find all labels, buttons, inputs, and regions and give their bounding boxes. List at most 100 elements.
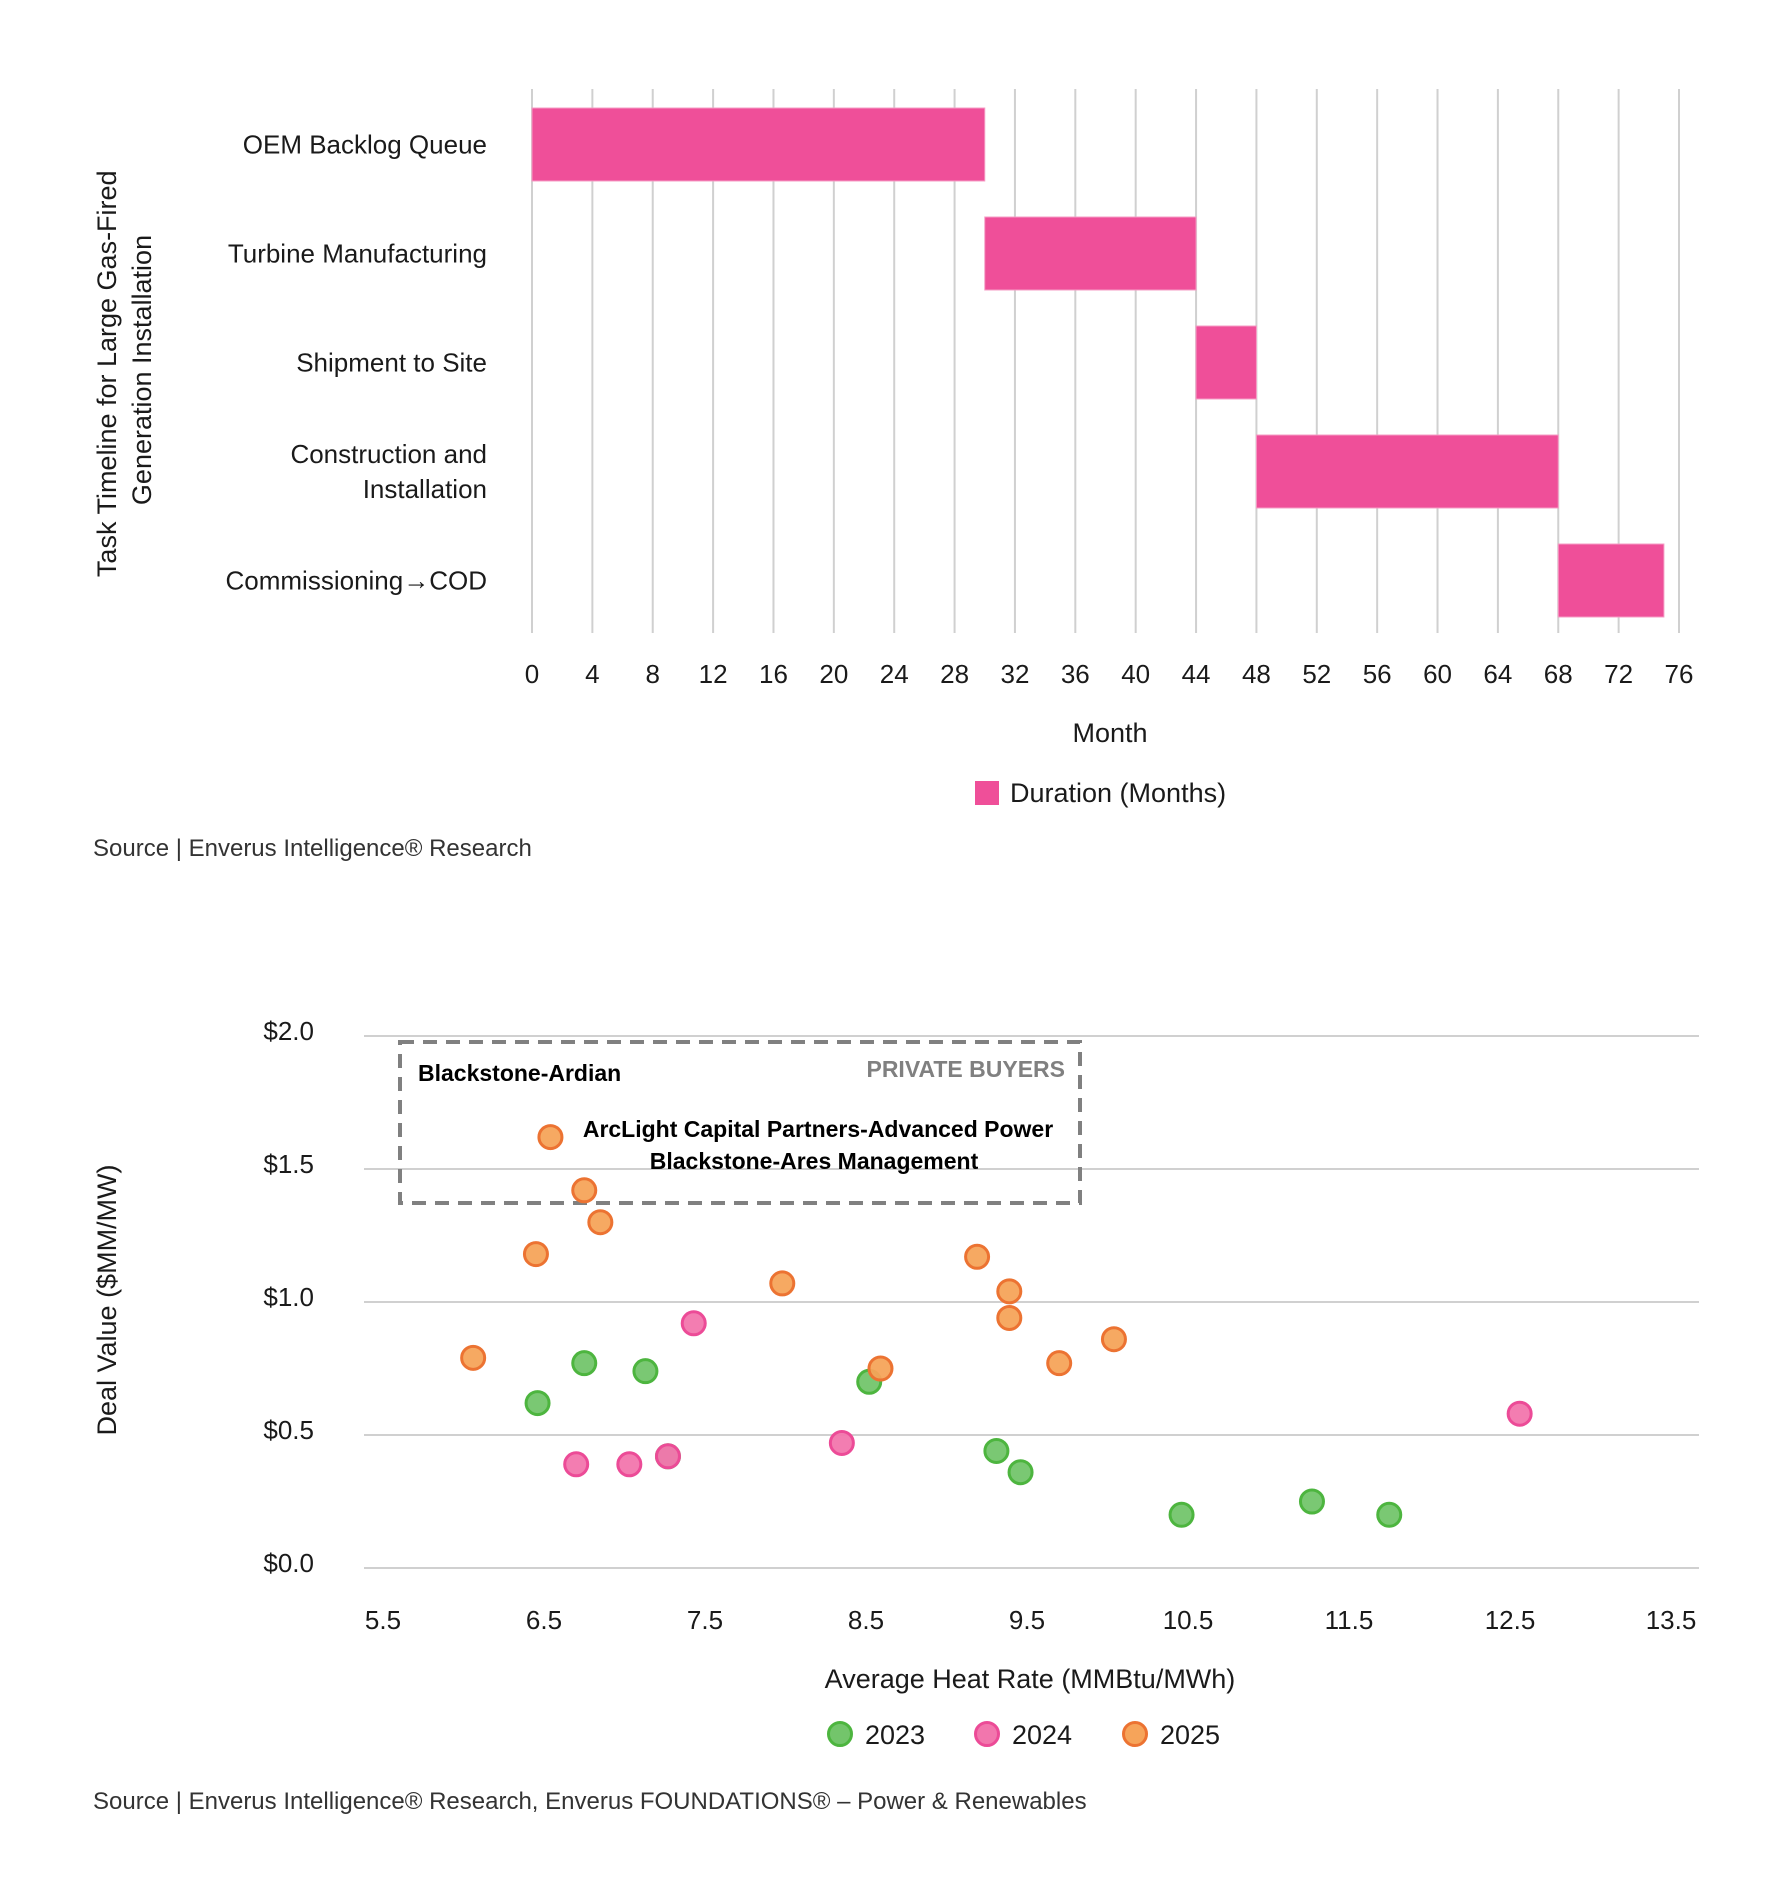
gantt-x-tick-label: 4 xyxy=(585,659,599,689)
gantt-x-tick-label: 60 xyxy=(1423,659,1452,689)
gantt-category-label-line: OEM Backlog Queue xyxy=(243,130,487,160)
gantt-y-axis-title-line-1: Task Timeline for Large Gas-Fired xyxy=(92,170,122,577)
scatter-y-tick-labels: $0.0 $0.5 $1.0 $1.5 $2.0 xyxy=(263,1016,314,1578)
scatter-legend: 2023 2024 2025 xyxy=(827,1720,1220,1750)
gantt-x-axis-title: Month xyxy=(1072,718,1147,748)
gantt-bar xyxy=(531,107,986,182)
legend-label-2024: 2024 xyxy=(1012,1720,1072,1750)
annotation-deal-blackstone-ares: Blackstone-Ares Management xyxy=(650,1148,979,1174)
scatter-y-tick-label: $1.0 xyxy=(263,1282,314,1312)
scatter-point-2023 xyxy=(983,1437,1010,1464)
gantt-category-label-line: Turbine Manufacturing xyxy=(228,239,487,269)
scatter-point-2023 xyxy=(571,1350,598,1377)
gantt-source-note: Source | Enverus Intelligence® Research xyxy=(93,835,532,862)
scatter-point-2023 xyxy=(524,1390,551,1417)
scatter-x-tick-label: 12.5 xyxy=(1485,1605,1536,1635)
scatter-y-tick-label: $0.0 xyxy=(263,1548,314,1578)
gantt-bar xyxy=(984,216,1197,291)
gantt-y-axis-title-line-2: Generation Installation xyxy=(127,235,157,505)
gantt-category-label-line: Construction and xyxy=(290,439,487,469)
legend-marker-2025 xyxy=(1122,1721,1148,1747)
gantt-x-tick-label: 56 xyxy=(1363,659,1392,689)
scatter-point-2025 xyxy=(1046,1350,1073,1377)
gantt-legend-label: Duration (Months) xyxy=(1010,778,1226,808)
scatter-x-tick-label: 6.5 xyxy=(526,1605,562,1635)
gantt-x-tick-label: 0 xyxy=(525,659,539,689)
scatter-point-2025 xyxy=(571,1177,598,1204)
gantt-x-tick-label: 64 xyxy=(1483,659,1512,689)
gantt-category-label: Construction and Installation xyxy=(290,439,487,504)
scatter-point-2025 xyxy=(964,1243,991,1270)
gantt-bar xyxy=(1255,434,1559,509)
gantt-x-tick-label: 36 xyxy=(1061,659,1090,689)
gantt-bars xyxy=(531,107,1665,618)
gantt-category-label-line: Commissioning→COD xyxy=(226,566,488,596)
gantt-x-tick-label: 8 xyxy=(646,659,660,689)
scatter-point-2025 xyxy=(460,1344,487,1371)
legend-label-2025: 2025 xyxy=(1160,1720,1220,1750)
gantt-x-tick-label: 28 xyxy=(940,659,969,689)
gantt-x-tick-label: 16 xyxy=(759,659,788,689)
gantt-category-label: Commissioning→COD xyxy=(226,566,488,596)
gantt-x-tick-label: 40 xyxy=(1121,659,1150,689)
scatter-point-2025 xyxy=(769,1270,796,1297)
scatter-point-2023 xyxy=(1168,1501,1195,1528)
gantt-category-label: OEM Backlog Queue xyxy=(243,130,487,160)
gantt-x-tick-label: 12 xyxy=(699,659,728,689)
annotation-deal-blackstone-ardian: Blackstone-Ardian xyxy=(418,1060,621,1086)
scatter-point-2023 xyxy=(1298,1488,1325,1515)
scatter-point-2023 xyxy=(1376,1501,1403,1528)
scatter-point-2025 xyxy=(537,1124,564,1151)
annotation-label-private-buyers: PRIVATE BUYERS xyxy=(866,1056,1065,1082)
scatter-point-2025 xyxy=(867,1355,894,1382)
scatter-point-2025 xyxy=(996,1304,1023,1331)
scatter-point-2024 xyxy=(616,1451,643,1478)
scatter-x-tick-labels: 5.5 6.5 7.5 8.5 9.5 10.5 11.5 12.5 13.5 xyxy=(365,1605,1696,1635)
scatter-gridlines xyxy=(364,1035,1699,1569)
gantt-x-tick-labels: 0 4 8 12 16 20 24 28 32 36 40 44 48 52 56 60 64 68 72 76 xyxy=(525,659,1694,689)
gantt-x-tick-label: 48 xyxy=(1242,659,1271,689)
scatter-points xyxy=(460,1124,1533,1528)
gantt-x-tick-label: 32 xyxy=(1000,659,1029,689)
scatter-y-tick-label: $2.0 xyxy=(263,1016,314,1046)
legend-marker-2023 xyxy=(827,1721,853,1747)
scatter-y-tick-label: $1.5 xyxy=(263,1149,314,1179)
gantt-category-label-line: Installation xyxy=(363,474,487,504)
private-buyers-annotation: PRIVATE BUYERS Blackstone-Ardian ArcLigh… xyxy=(398,1040,1082,1205)
gantt-category-label: Turbine Manufacturing xyxy=(228,239,487,269)
scatter-x-tick-label: 13.5 xyxy=(1646,1605,1697,1635)
scatter-x-tick-label: 10.5 xyxy=(1163,1605,1214,1635)
scatter-point-2024 xyxy=(680,1310,707,1337)
scatter-point-2023 xyxy=(856,1368,883,1395)
gantt-x-tick-label: 20 xyxy=(819,659,848,689)
legend-label-2023: 2023 xyxy=(865,1720,925,1750)
scatter-point-2025 xyxy=(522,1241,549,1268)
gantt-legend-swatch xyxy=(975,781,999,805)
scatter-point-2024 xyxy=(563,1451,590,1478)
legend-marker-2024 xyxy=(974,1721,1000,1747)
gantt-x-tick-label: 24 xyxy=(880,659,909,689)
scatter-x-tick-label: 8.5 xyxy=(848,1605,884,1635)
gantt-legend: Duration (Months) xyxy=(975,778,1226,808)
scatter-x-tick-label: 9.5 xyxy=(1009,1605,1045,1635)
scatter-point-2025 xyxy=(996,1278,1023,1305)
scatter-x-axis-title: Average Heat Rate (MMBtu/MWh) xyxy=(825,1664,1236,1694)
scatter-point-2024 xyxy=(654,1443,681,1470)
scatter-y-tick-label: $0.5 xyxy=(263,1415,314,1445)
scatter-source-note: Source | Enverus Intelligence® Research,… xyxy=(93,1788,1087,1815)
gantt-bar xyxy=(1195,325,1257,400)
scatter-point-2024 xyxy=(1506,1400,1533,1427)
scatter-x-tick-label: 7.5 xyxy=(687,1605,723,1635)
scatter-point-2025 xyxy=(1100,1326,1127,1353)
private-buyers-box xyxy=(398,1040,1082,1205)
gantt-category-label: Shipment to Site xyxy=(296,348,487,378)
scatter-point-2024 xyxy=(828,1429,855,1456)
gantt-x-tick-label: 44 xyxy=(1182,659,1211,689)
gantt-chart: OEM Backlog Queue Turbine Manufacturing Sh… xyxy=(92,89,1694,808)
scatter-x-tick-label: 11.5 xyxy=(1325,1605,1374,1635)
scatter-x-tick-label: 5.5 xyxy=(365,1605,401,1635)
scatter-y-axis-title: Deal Value ($MM/MW) xyxy=(92,1164,122,1435)
scatter-point-2023 xyxy=(1007,1459,1034,1486)
gantt-bar xyxy=(1557,543,1665,618)
gantt-x-tick-label: 52 xyxy=(1302,659,1331,689)
